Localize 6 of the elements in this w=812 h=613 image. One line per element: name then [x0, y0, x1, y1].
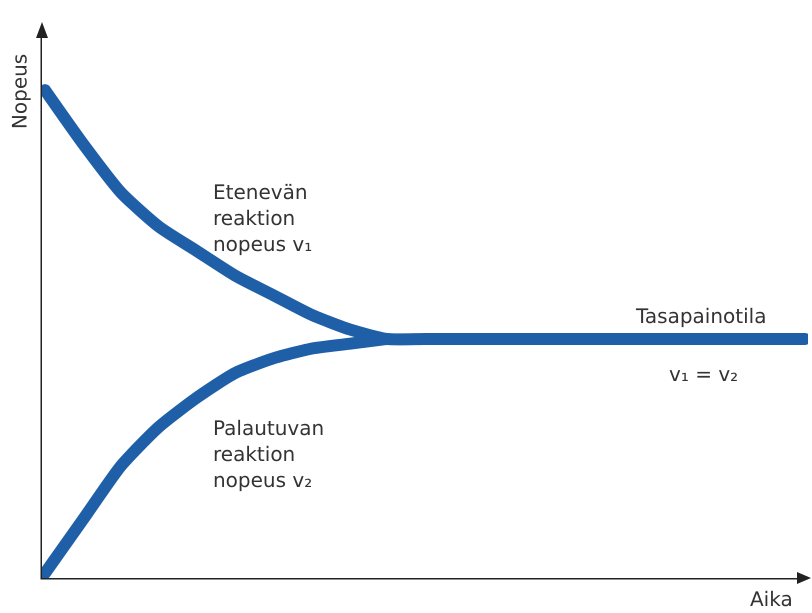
x-axis-title: Aika	[750, 587, 793, 611]
annotation: v₁ = v₂	[669, 362, 738, 386]
annotation: Tasapainotila	[635, 304, 766, 328]
series-label: Etenevän reaktion nopeus v₁	[213, 180, 312, 256]
y-axis-title: Nopeus	[8, 54, 32, 130]
series-label: Palautuvan reaktion nopeus v₂	[213, 416, 324, 492]
